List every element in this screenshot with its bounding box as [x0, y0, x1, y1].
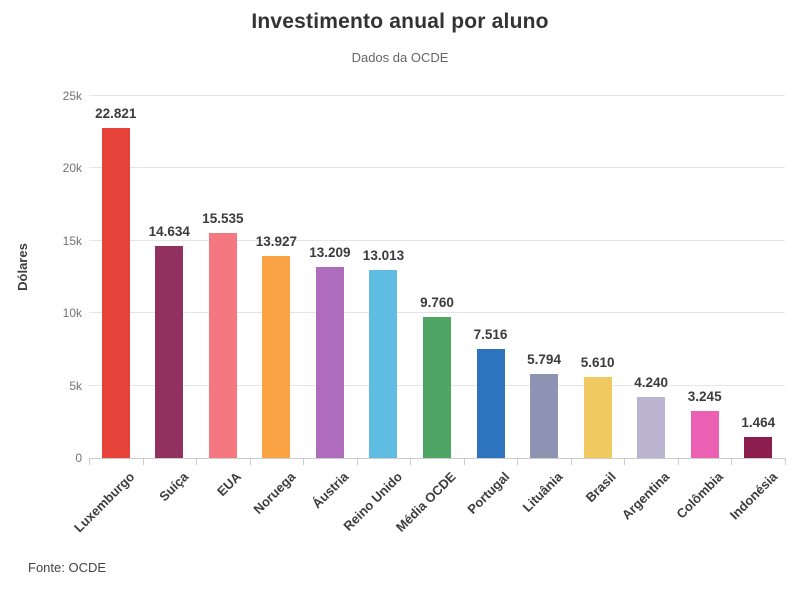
bar-Áustria — [315, 266, 344, 458]
bar-Luxemburgo — [101, 127, 130, 458]
x-axis-tick — [731, 458, 733, 465]
bar-slot-Áustria: 13.209 — [303, 96, 357, 458]
bar-Brasil — [583, 376, 612, 458]
x-axis-tick — [249, 458, 251, 465]
bar-Lituânia — [530, 374, 559, 458]
x-axis-tick — [196, 458, 198, 465]
bar-value-Colômbia: 3.245 — [687, 389, 722, 405]
bar-slot-Lituânia: 5.794 — [517, 96, 571, 458]
bar-EUA — [208, 233, 237, 458]
x-axis-tick — [677, 458, 679, 465]
x-axis-tick — [624, 458, 626, 465]
y-tick-label-10k: 10k — [62, 306, 82, 321]
x-axis-tick — [463, 458, 465, 465]
bar-slot-Brasil: 5.610 — [571, 96, 625, 458]
bar-slot-Luxemburgo: 22.821 — [89, 96, 143, 458]
x-axis-tick — [356, 458, 358, 465]
bar-value-Argentina: 4.240 — [634, 374, 669, 390]
x-category-label-Noruega: Noruega — [250, 469, 298, 517]
y-tick-label-15k: 15k — [62, 233, 82, 248]
x-category-label-Indonésia: Indonésia — [726, 469, 780, 523]
x-axis-tick — [570, 458, 572, 465]
bar-Indonésia — [744, 436, 773, 458]
bar-slot-Argentina: 4.240 — [624, 96, 678, 458]
x-category-label-Colômbia: Colômbia — [673, 469, 727, 522]
bar-Reino Unido — [369, 269, 398, 458]
bar-Noruega — [262, 256, 291, 458]
x-category-label-Luxemburgo: Luxemburgo — [71, 469, 138, 536]
bar-value-Luxemburgo: 22.821 — [95, 105, 137, 121]
x-category-label-Argentina: Argentina — [619, 469, 673, 523]
x-category-label-Suíça: Suíça — [155, 469, 191, 505]
x-axis-tick — [410, 458, 412, 465]
x-axis-tick — [303, 458, 305, 465]
bar-slot-Média OCDE: 9.760 — [410, 96, 464, 458]
plot-area: 22.821 14.634 15.535 13.927 13.209 13.013 9.76… — [89, 95, 786, 465]
bar-value-Noruega: 13.927 — [255, 234, 298, 250]
bar-Média OCDE — [422, 316, 451, 458]
bar-value-Reino Unido: 13.013 — [362, 247, 405, 263]
gridline-20k — [89, 167, 785, 169]
x-category-label-Áustria: Áustria — [309, 469, 352, 512]
bar-value-Indonésia: 1.464 — [741, 414, 776, 430]
bar-value-Lituânia: 5.794 — [527, 352, 561, 368]
y-tick-label-25k: 25k — [62, 89, 82, 103]
bar-value-Suíça: 14.634 — [148, 224, 190, 240]
x-category-label-Portugal: Portugal — [464, 469, 513, 517]
chart-subtitle: Dados da OCDE — [351, 50, 449, 65]
y-tick-label-20k: 20k — [62, 161, 82, 176]
x-category-label-EUA: EUA — [214, 469, 245, 500]
bar-slot-Portugal: 7.516 — [464, 96, 518, 458]
bar-value-Portugal: 7.516 — [473, 327, 508, 343]
x-axis-tick — [517, 458, 519, 465]
x-axis-tick — [89, 458, 90, 465]
bar-Argentina — [637, 396, 666, 458]
x-axis-tick — [785, 458, 786, 465]
bar-slot-Suíça: 14.634 — [143, 96, 197, 458]
bar-slot-Colômbia: 3.245 — [678, 96, 732, 458]
y-tick-label-5k: 5k — [69, 378, 82, 393]
source-note: Fonte: OCDE — [28, 560, 107, 575]
bar-slot-Indonésia: 1.464 — [731, 96, 785, 458]
bar-Portugal — [476, 349, 505, 458]
bar-value-EUA: 15.535 — [202, 211, 244, 227]
bar-value-Brasil: 5.610 — [580, 354, 615, 370]
gridline-25k — [89, 95, 785, 96]
bar-slot-Reino Unido: 13.013 — [357, 96, 411, 458]
gridline-10k — [89, 312, 785, 314]
bar-slot-EUA: 15.535 — [196, 96, 250, 458]
x-axis-tick — [142, 458, 144, 465]
bar-Colômbia — [690, 411, 719, 458]
bar-slot-Noruega: 13.927 — [250, 96, 304, 458]
bar-value-Média OCDE: 9.760 — [420, 294, 454, 310]
x-category-label-Brasil: Brasil — [583, 469, 620, 506]
gridline-15k — [89, 239, 785, 241]
chart-title: Investimento anual por aluno — [251, 10, 549, 33]
y-tick-label-0: 0 — [75, 451, 82, 465]
bar-value-Áustria: 13.209 — [309, 244, 351, 260]
x-category-label-Lituânia: Lituânia — [519, 469, 566, 515]
bar-Suíça — [155, 246, 184, 458]
